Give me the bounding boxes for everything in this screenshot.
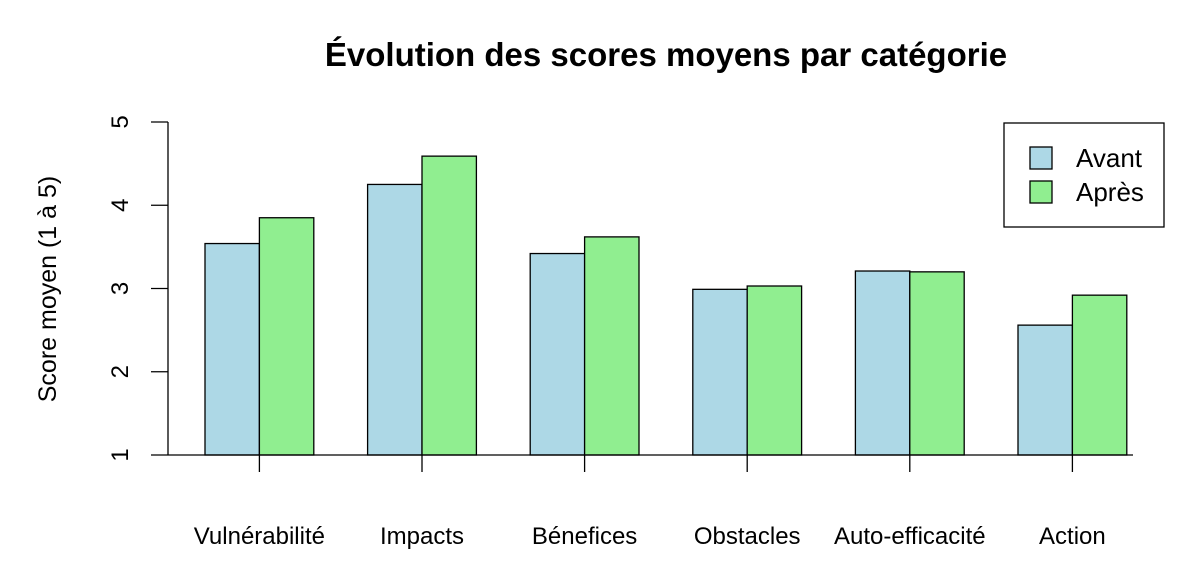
x-tick-label: Bénefices	[532, 523, 637, 550]
x-tick-label: Auto-efficacité	[834, 523, 986, 550]
bar-apres	[746, 285, 803, 456]
x-tick-label: Action	[1039, 523, 1106, 550]
y-tick-label: 1	[107, 448, 134, 461]
x-axis: Vulnérabilité Impacts Bénefices Obstacles Au…	[194, 455, 1106, 550]
bar-avant	[204, 242, 261, 456]
y-tick-label: 4	[107, 199, 134, 212]
y-axis-label: Score moyen (1 à 5)	[34, 176, 62, 403]
legend-label: Après	[1076, 177, 1144, 207]
y-tick-label: 2	[107, 365, 134, 378]
y-axis: 1 2 3 4 5	[107, 115, 169, 462]
x-tick-label: Impacts	[380, 523, 464, 550]
y-tick-label: 3	[107, 282, 134, 295]
legend-swatch	[1029, 180, 1053, 204]
legend: Avant Après	[1003, 122, 1165, 228]
bar-avant	[854, 270, 911, 456]
bar-avant	[692, 288, 748, 456]
x-tick-label: Obstacles	[694, 523, 801, 550]
legend-swatch	[1029, 146, 1053, 170]
bar-avant	[1017, 324, 1074, 456]
bar-avant	[366, 183, 423, 456]
x-tick-label: Vulnérabilité	[194, 523, 325, 550]
bar-apres	[909, 271, 965, 456]
bar-apres	[583, 236, 640, 456]
legend-box	[1003, 122, 1165, 228]
bar-apres	[1071, 294, 1128, 456]
y-tick-label: 5	[107, 115, 134, 128]
legend-label: Avant	[1076, 143, 1143, 173]
bars-group	[204, 155, 1128, 456]
chart-title: Évolution des scores moyens par catégori…	[325, 36, 1007, 73]
bar-apres	[258, 217, 315, 456]
bar-avant	[529, 252, 586, 456]
bar-apres	[421, 155, 478, 456]
